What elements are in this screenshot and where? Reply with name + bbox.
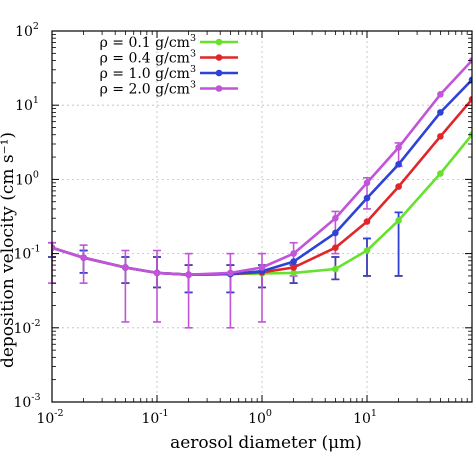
data-point <box>363 194 371 202</box>
x-axis-title: aerosol diameter (μm) <box>170 433 362 453</box>
data-point <box>290 269 297 277</box>
data-point <box>290 250 297 257</box>
data-point <box>437 170 444 177</box>
legend-label: ρ = 0.4 g/cm3 <box>100 49 196 67</box>
y-tick-label: 101 <box>15 95 39 114</box>
grid <box>52 31 472 402</box>
data-point <box>332 265 339 273</box>
data-point <box>290 258 297 265</box>
data-point <box>395 183 402 190</box>
data-point <box>80 254 87 262</box>
legend-label: ρ = 2.0 g/cm3 <box>100 80 196 98</box>
data-point <box>227 269 234 277</box>
y-axis-title: deposition velocity (cm s⁻¹) <box>0 132 18 368</box>
legend-marker <box>215 54 223 61</box>
data-point <box>468 96 472 103</box>
data-point <box>437 133 444 140</box>
data-point <box>290 264 297 271</box>
data-point <box>52 244 56 252</box>
data-point <box>468 76 472 84</box>
legend-label: ρ = 1.0 g/cm3 <box>100 64 196 82</box>
data-point <box>437 109 444 116</box>
legend-marker <box>215 85 223 92</box>
legend-label: ρ = 0.1 g/cm3 <box>100 33 196 51</box>
x-tick-label: 100 <box>248 408 272 427</box>
y-tick-label: 102 <box>15 21 39 40</box>
y-tick-label: 10-1 <box>13 244 40 263</box>
x-tick-label: 10-1 <box>141 408 168 427</box>
data-point <box>185 271 192 278</box>
x-tick-label: 101 <box>353 408 377 427</box>
series-lines <box>52 57 472 278</box>
data-point <box>153 269 161 277</box>
y-tick-label: 100 <box>15 169 39 188</box>
data-point <box>363 247 371 254</box>
data-point <box>332 244 339 252</box>
data-point <box>437 91 444 98</box>
data-point <box>395 217 402 224</box>
x-tick-label: 10-2 <box>36 408 63 427</box>
data-point <box>395 144 402 151</box>
legend-marker <box>215 69 223 77</box>
data-point <box>258 264 266 271</box>
data-point <box>363 179 371 187</box>
y-tick-label: 10-3 <box>13 392 40 411</box>
data-point <box>122 264 129 271</box>
data-point <box>332 214 339 222</box>
data-point <box>395 160 402 168</box>
data-point <box>332 229 339 237</box>
y-tick-label: 10-2 <box>13 318 40 337</box>
series-clip-group <box>52 57 472 278</box>
legend-marker <box>215 38 223 46</box>
data-point <box>363 218 371 225</box>
